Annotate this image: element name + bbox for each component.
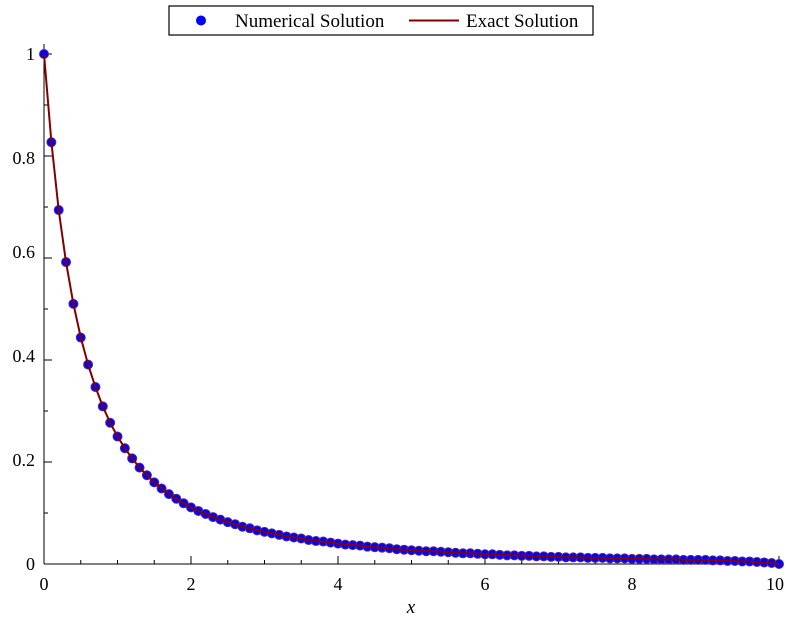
x-tick-label: 10: [766, 574, 784, 594]
exact-solution-line: [43, 53, 780, 565]
x-axis-title: x: [406, 597, 416, 618]
legend-box: [168, 5, 594, 36]
x-tick-label: 2: [187, 574, 196, 594]
x-tick-label: 0: [40, 574, 49, 594]
y-tick-label: 0.2: [13, 450, 36, 470]
x-tick-label: 6: [481, 574, 490, 594]
y-tick-label: 0.6: [13, 242, 36, 262]
axis-ticks: [43, 53, 780, 565]
y-tick-label: 1: [26, 44, 35, 64]
legend-label-exact: Exact Solution: [466, 11, 579, 32]
legend: Numerical Solution Exact Solution: [168, 5, 594, 36]
legend-marker-numerical: [196, 15, 206, 26]
y-tick-labels: 0 0.2 0.4 0.6 0.8 1: [13, 44, 36, 574]
y-tick-label: 0.4: [13, 346, 36, 366]
x-tick-labels: 0 2 4 6 8 10: [40, 574, 785, 594]
legend-label-numerical: Numerical Solution: [235, 11, 385, 32]
y-tick-label: 0: [26, 554, 35, 574]
numerical-solution-series: [39, 49, 784, 569]
y-tick-label: 0.8: [13, 148, 36, 168]
x-tick-label: 8: [628, 574, 637, 594]
x-tick-label: 4: [334, 574, 343, 594]
